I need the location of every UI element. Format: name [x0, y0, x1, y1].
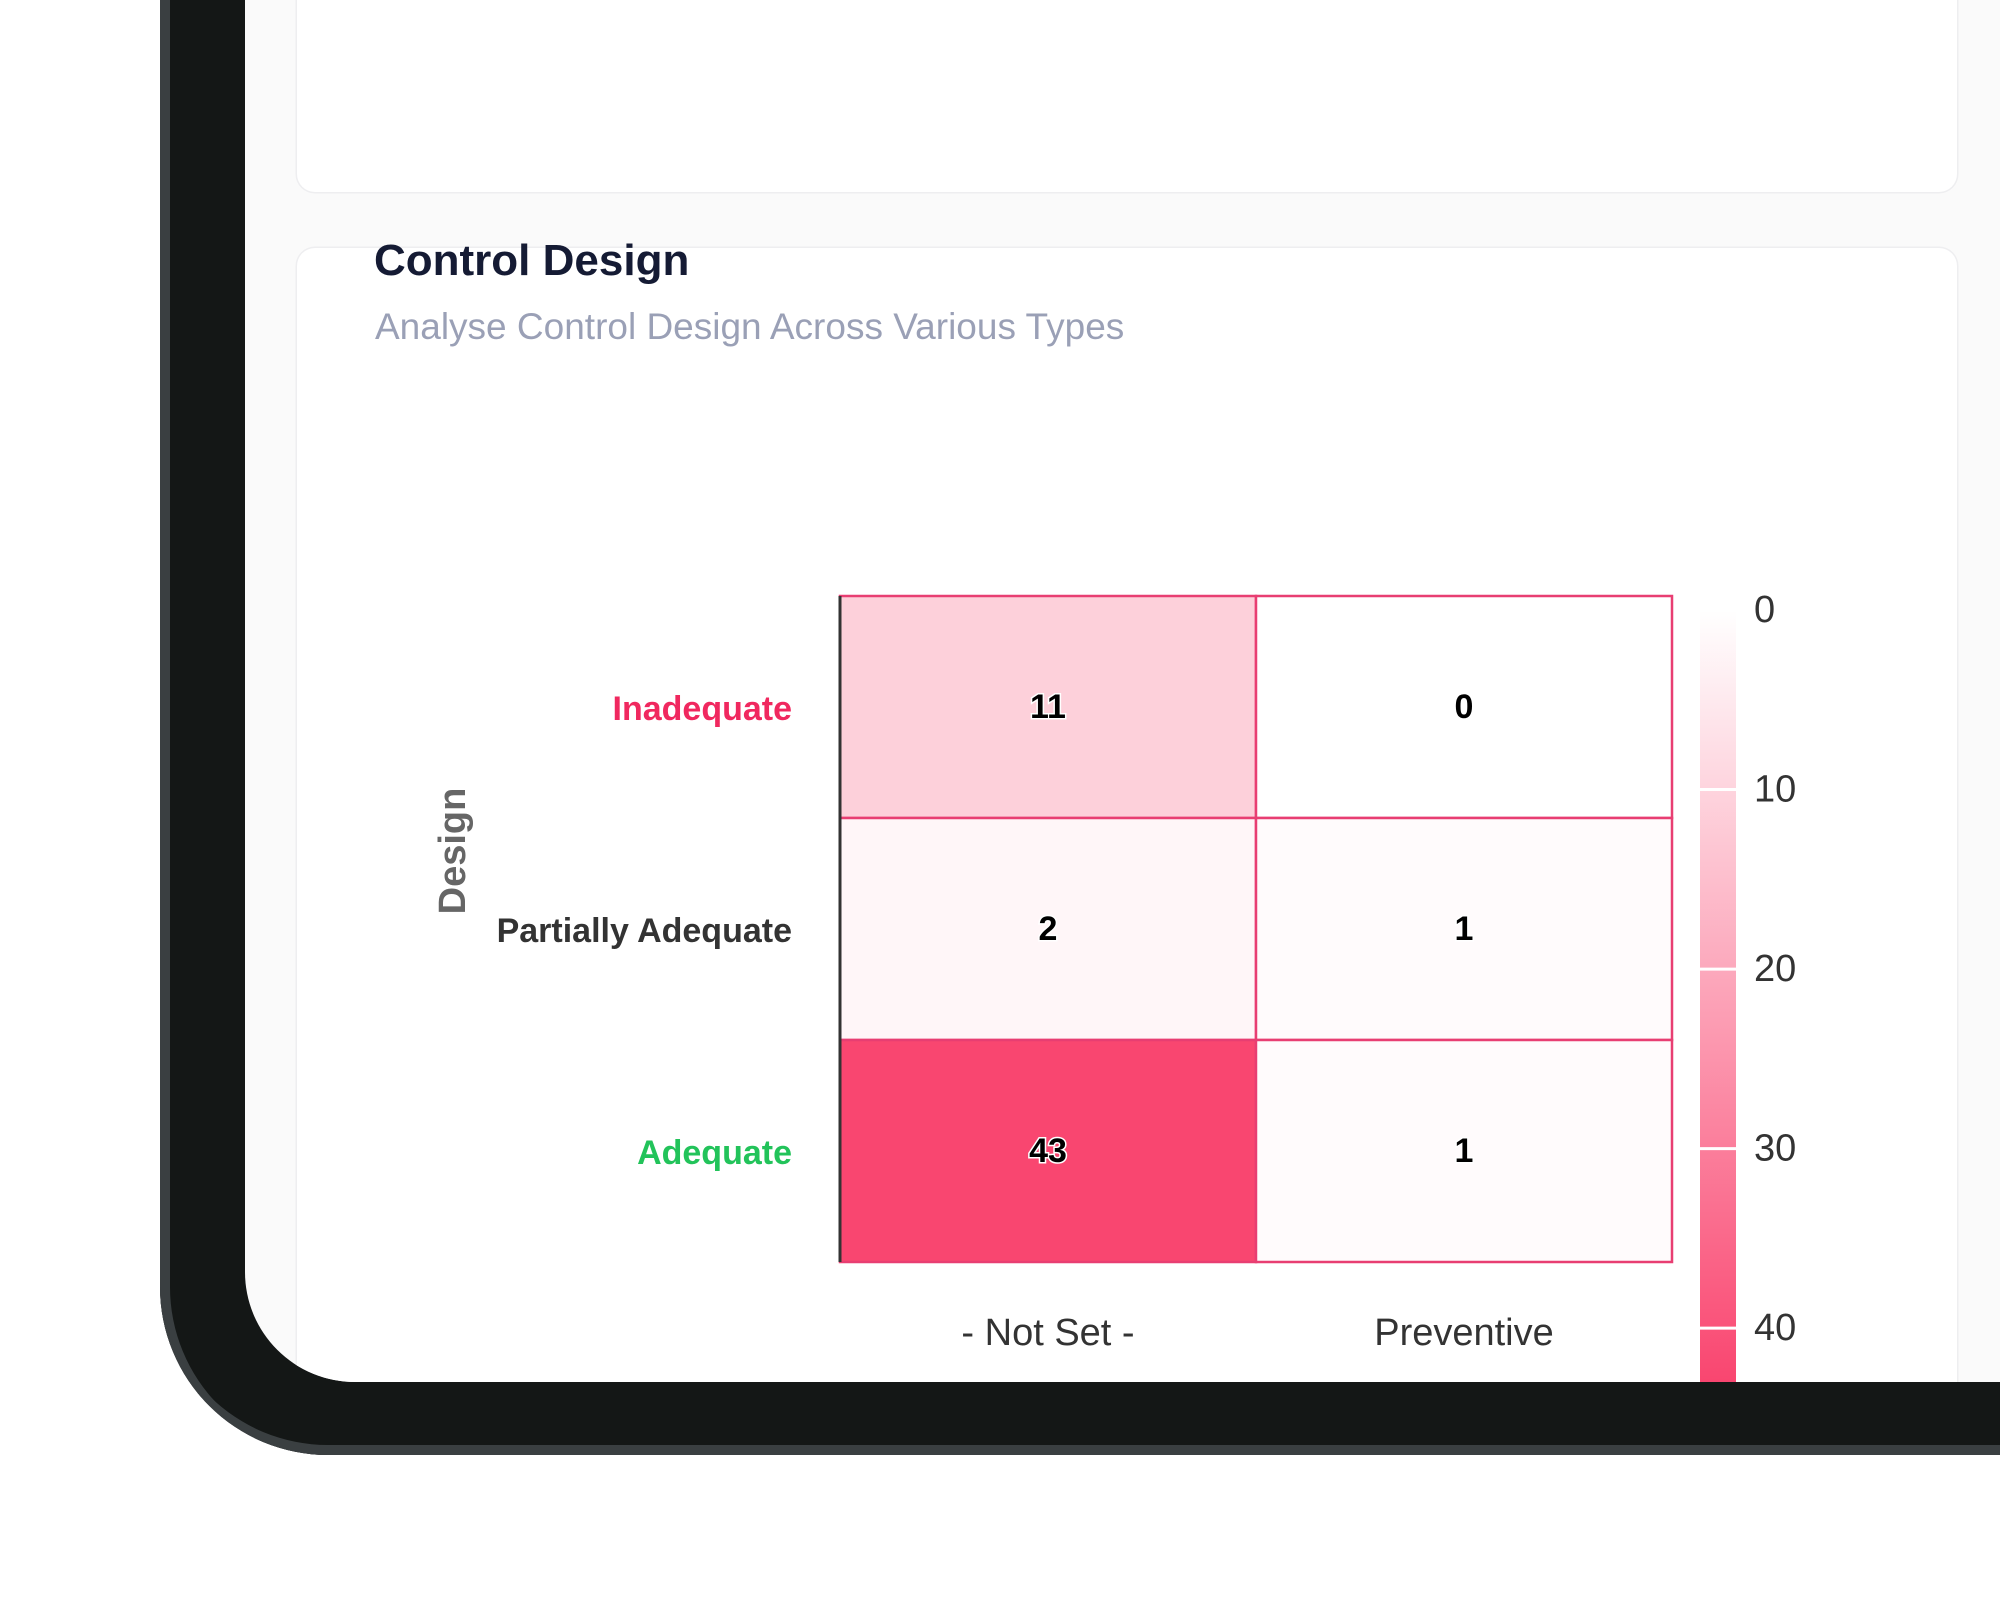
colorbar	[1700, 610, 1736, 1382]
y-tick-label: Inadequate	[613, 690, 792, 728]
colorbar-tick-label: 40	[1754, 1307, 1796, 1349]
colorbar-tick-label: 0	[1754, 589, 1775, 631]
heatmap-cell	[838, 594, 1258, 820]
x-tick-label: - Not Set -	[961, 1312, 1134, 1354]
heatmap-cell-value: 11	[1030, 688, 1066, 726]
heatmap-cell	[1254, 1038, 1674, 1264]
heatmap-cell-value: 1	[1455, 910, 1474, 948]
heatmap-chart: 11 0 2 1 43 1 Design Inadequate Partially Adeq…	[432, 589, 1796, 1382]
heatmap-cell-value: 2	[1039, 910, 1058, 948]
heatmap-cells	[838, 594, 1674, 1264]
card-title: Control Design	[374, 236, 690, 285]
card-subtitle: Analyse Control Design Across Various Ty…	[375, 306, 1125, 347]
device-screen: Control Design Analyse Control Design Ac…	[245, 0, 2000, 1382]
heatmap-cell-value: 1	[1455, 1132, 1474, 1170]
y-axis-title: Design	[432, 788, 474, 915]
y-tick-label: Partially Adequate	[497, 912, 792, 950]
previous-card	[297, 0, 1957, 192]
colorbar-tick-label: 20	[1754, 948, 1796, 990]
y-tick-labels: Inadequate Partially Adequate Adequate	[497, 690, 792, 1172]
heatmap-cell	[1254, 594, 1674, 820]
heatmap-cell	[1254, 816, 1674, 1042]
colorbar-ticks: 0 10 20 30 40	[1700, 589, 1796, 1349]
x-tick-label: Preventive	[1374, 1312, 1554, 1354]
y-tick-label: Adequate	[637, 1134, 792, 1172]
colorbar-tick-label: 10	[1754, 769, 1796, 811]
heatmap-cell	[838, 1038, 1258, 1264]
colorbar-tick-label: 30	[1754, 1128, 1796, 1170]
heatmap-cell-value: 43	[1029, 1132, 1067, 1170]
heatmap-cell-labels: 11 0 2 1 43 1	[1028, 687, 1475, 1172]
heatmap-cell	[838, 816, 1258, 1042]
x-tick-labels: - Not Set - Preventive	[961, 1312, 1553, 1354]
heatmap-cell-value: 0	[1455, 688, 1474, 726]
